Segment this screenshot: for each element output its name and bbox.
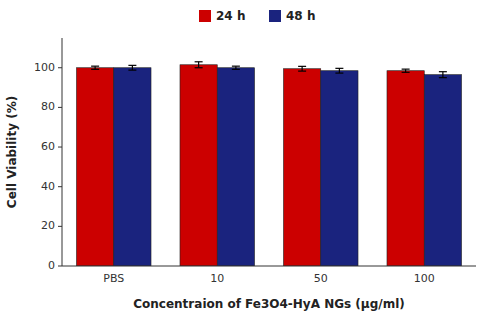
error-bar xyxy=(195,62,203,68)
error-cap xyxy=(298,66,306,67)
error-cap xyxy=(195,67,203,68)
x-tick-label: PBS xyxy=(103,272,124,285)
error-line xyxy=(302,66,303,71)
x-axis xyxy=(62,266,476,267)
y-axis-label: Cell Viability (%) xyxy=(5,96,19,208)
bar xyxy=(76,68,113,266)
x-tick-label: 10 xyxy=(210,272,224,285)
error-line xyxy=(132,65,133,70)
bar xyxy=(114,68,151,266)
legend-swatch xyxy=(199,10,211,22)
y-tick xyxy=(58,147,62,148)
bar xyxy=(387,71,424,266)
y-tick xyxy=(58,266,62,267)
x-tick-label: 50 xyxy=(314,272,328,285)
x-tick-label: 100 xyxy=(414,272,435,285)
y-tick-label: 40 xyxy=(41,180,55,193)
error-bar xyxy=(402,69,410,72)
y-tick-label: 0 xyxy=(48,259,55,272)
bar xyxy=(180,65,217,266)
error-bar xyxy=(439,72,447,78)
bar xyxy=(283,69,320,266)
error-cap xyxy=(298,71,306,72)
y-tick-label: 20 xyxy=(41,219,55,232)
y-tick-label: 60 xyxy=(41,140,55,153)
error-line xyxy=(339,68,340,73)
chart: 0 20 40 60 80 100 PBS 10 50 100 Concentraion of Fe… xyxy=(0,0,488,318)
error-cap xyxy=(439,77,447,78)
y-tick xyxy=(58,226,62,227)
error-cap xyxy=(91,66,99,67)
error-cap xyxy=(232,69,240,70)
y-tick-label: 100 xyxy=(34,61,55,74)
legend-swatch xyxy=(269,10,281,22)
legend-label: 24 h xyxy=(216,9,245,23)
error-line xyxy=(442,72,443,78)
y-tick xyxy=(58,186,62,187)
legend-label: 48 h xyxy=(286,9,315,23)
error-bar xyxy=(128,65,136,70)
bar xyxy=(321,71,358,266)
error-bar xyxy=(232,66,240,69)
bar xyxy=(217,68,254,266)
legend: 24 h 48 h xyxy=(199,9,315,23)
error-bar xyxy=(91,66,99,69)
error-bar xyxy=(335,68,343,73)
error-cap xyxy=(335,72,343,73)
y-tick xyxy=(58,107,62,108)
y-axis xyxy=(62,38,63,266)
error-bar xyxy=(298,66,306,71)
marks xyxy=(76,62,461,266)
error-cap xyxy=(128,65,136,66)
bar xyxy=(424,75,461,266)
error-line xyxy=(198,62,199,68)
y-tick xyxy=(58,67,62,68)
error-cap xyxy=(91,69,99,70)
x-axis-label: Concentraion of Fe3O4-HyA NGs (μg/ml) xyxy=(133,297,405,311)
error-cap xyxy=(439,71,447,72)
error-cap xyxy=(195,61,203,62)
error-cap xyxy=(128,70,136,71)
error-cap xyxy=(335,68,343,69)
y-tick-label: 80 xyxy=(41,100,55,113)
error-cap xyxy=(402,72,410,73)
error-cap xyxy=(232,66,240,67)
error-cap xyxy=(402,69,410,70)
